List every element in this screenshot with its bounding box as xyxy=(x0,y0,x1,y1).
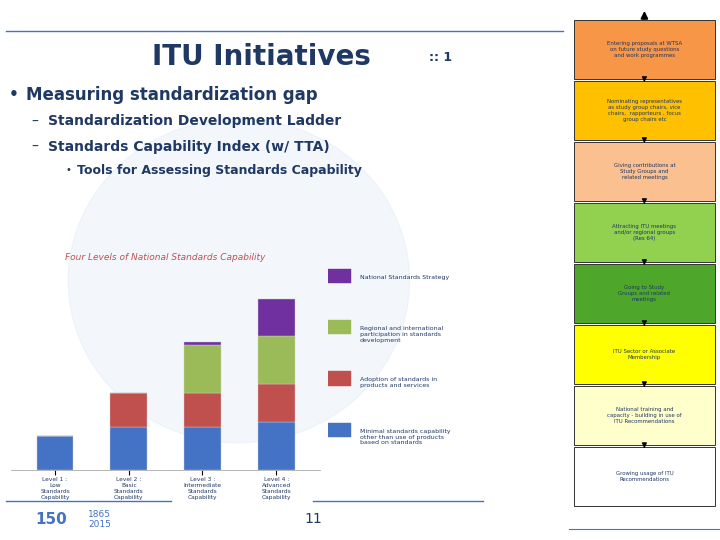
Text: Entering proposals at WTSA
on future study questions
and work programmes: Entering proposals at WTSA on future stu… xyxy=(607,40,682,58)
Text: 1865
2015: 1865 2015 xyxy=(88,510,111,529)
Text: Attracting ITU meetings
and/or regional groups
(Res 64): Attracting ITU meetings and/or regional … xyxy=(613,224,676,241)
Text: Nominating representatives
as study group chairs, vice
chairs,  rapporteurs , fo: Nominating representatives as study grou… xyxy=(607,99,682,122)
Text: Going to Study
Groups and related
meetings: Going to Study Groups and related meetin… xyxy=(618,285,670,302)
FancyBboxPatch shape xyxy=(574,447,715,506)
Text: National training and
capacity - building in use of
ITU Recommendations: National training and capacity - buildin… xyxy=(607,407,682,424)
Text: Standardization Development Ladder: Standardization Development Ladder xyxy=(48,114,341,129)
Bar xyxy=(258,384,294,422)
FancyBboxPatch shape xyxy=(574,386,715,445)
Text: 11: 11 xyxy=(304,512,322,526)
Text: National Standards Strategy: National Standards Strategy xyxy=(360,275,449,280)
Bar xyxy=(184,342,221,345)
FancyBboxPatch shape xyxy=(574,264,715,323)
Text: :: 1: :: 1 xyxy=(429,51,453,64)
Text: Regional and international
participation in standards
development: Regional and international participation… xyxy=(360,326,443,343)
Text: Standards Capability Index (w/ TTA): Standards Capability Index (w/ TTA) xyxy=(48,140,330,154)
Text: –: – xyxy=(31,114,38,129)
FancyBboxPatch shape xyxy=(574,20,715,79)
Text: ITU Sector or Associate
Membership: ITU Sector or Associate Membership xyxy=(613,349,675,360)
Bar xyxy=(184,345,221,393)
Text: Tools for Assessing Standards Capability: Tools for Assessing Standards Capability xyxy=(77,164,361,177)
Bar xyxy=(258,336,294,384)
Bar xyxy=(328,372,351,386)
FancyBboxPatch shape xyxy=(574,142,715,201)
Text: Measuring standardization gap: Measuring standardization gap xyxy=(26,85,318,104)
Bar xyxy=(110,427,147,470)
FancyBboxPatch shape xyxy=(574,203,715,262)
FancyBboxPatch shape xyxy=(574,325,715,384)
Bar xyxy=(110,393,147,427)
Text: –: – xyxy=(31,140,38,154)
Bar xyxy=(328,269,351,283)
Text: Growing usage of ITU
Recommendations: Growing usage of ITU Recommendations xyxy=(616,471,673,482)
Text: Adoption of standards in
products and services: Adoption of standards in products and se… xyxy=(360,377,437,388)
Title: Four Levels of National Standards Capability: Four Levels of National Standards Capabi… xyxy=(66,253,266,262)
Text: •: • xyxy=(9,87,19,102)
Bar xyxy=(258,299,294,336)
Text: ITU Initiatives: ITU Initiatives xyxy=(152,43,371,71)
Text: Giving contributions at
Study Groups and
related meetings: Giving contributions at Study Groups and… xyxy=(613,163,675,180)
Bar xyxy=(184,393,221,427)
Text: •: • xyxy=(66,165,71,175)
Bar xyxy=(328,423,351,437)
Text: Minimal standards capability
other than use of products
based on standards: Minimal standards capability other than … xyxy=(360,429,451,446)
Bar xyxy=(328,320,351,334)
Circle shape xyxy=(68,119,410,443)
Bar xyxy=(184,427,221,470)
Bar xyxy=(37,436,73,470)
Text: 150: 150 xyxy=(35,512,67,527)
FancyBboxPatch shape xyxy=(574,81,715,140)
Bar xyxy=(258,422,294,470)
